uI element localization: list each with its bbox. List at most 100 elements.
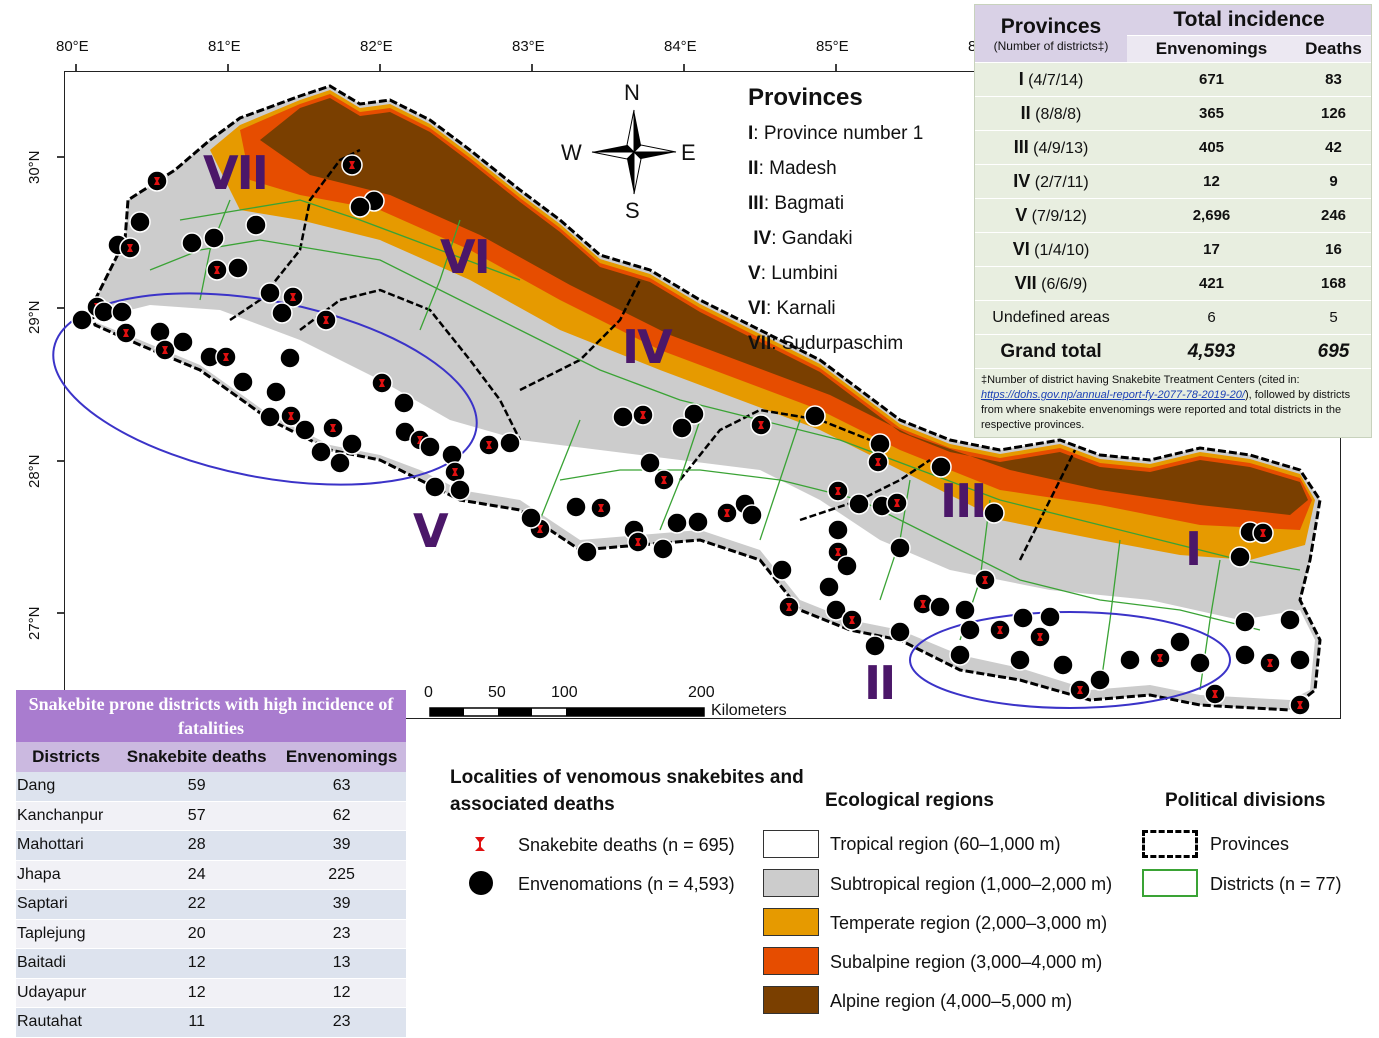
snakebite-death-mark — [1037, 633, 1043, 641]
table-row: Jhapa 24 225 — [16, 860, 406, 890]
table-row: Dang 59 63 — [16, 772, 406, 802]
table-row: Rautahat 11 23 — [16, 1007, 406, 1038]
ecological-legend-title: Ecological regions — [825, 790, 994, 811]
envenomation-dot — [419, 436, 441, 458]
compass-rose — [591, 109, 677, 195]
scale-unit: Kilometers — [711, 702, 787, 719]
scale-tick-0: 0 — [424, 684, 433, 701]
envenomation-dot — [259, 406, 281, 428]
provinces-legend: Provinces I: Province number 1 II: Mades… — [748, 84, 968, 361]
envenomation-dot — [954, 599, 976, 621]
map-label-v: V — [413, 504, 449, 558]
snakebite-death-mark — [1212, 690, 1218, 698]
pol-label-districts: Districts (n = 77) — [1210, 874, 1342, 894]
envenomation-dot — [836, 555, 858, 577]
envenomation-dot — [1289, 649, 1311, 671]
swatch-temperate — [763, 908, 819, 936]
snakebite-death-mark — [835, 487, 841, 495]
snakebite-death-mark — [661, 476, 667, 484]
snakebite-death-mark — [330, 424, 336, 432]
envenomation-dot — [652, 538, 674, 560]
table-footnote: ‡Number of district having Snakebite Tre… — [975, 369, 1371, 437]
province-legend-item: V: Lumbini — [748, 263, 838, 284]
table-row: Taplejung 20 23 — [16, 919, 406, 949]
envenomation-dot — [612, 406, 634, 428]
snakebite-death-mark — [598, 504, 604, 512]
map-label-iii: III — [940, 474, 987, 528]
snakebite-death-mark — [640, 411, 646, 419]
envenomation-dot — [329, 452, 351, 474]
table-row: II (8/8/8) 365 126 — [975, 96, 1371, 131]
political-legend-title: Political divisions — [1165, 790, 1326, 811]
map-label-i: I — [1185, 522, 1202, 576]
envenomation-dot — [929, 596, 951, 618]
envenomation-dot — [172, 331, 194, 353]
snakebite-death-mark — [127, 244, 133, 252]
table-row: Mahottari 28 39 — [16, 830, 406, 861]
envenomation-dot — [683, 403, 705, 425]
envenomation-marker — [469, 871, 493, 895]
col-snakebite-deaths: Snakebite deaths — [116, 742, 278, 772]
snakebite-death-mark — [875, 458, 881, 466]
snakebite-death-mark — [997, 626, 1003, 634]
snakebite-death-mark — [786, 603, 792, 611]
swatch-subalpine — [763, 947, 819, 975]
envenomation-dot — [1039, 606, 1061, 628]
envenomation-dot — [1169, 631, 1191, 653]
snakebite-death-mark — [1077, 686, 1083, 694]
province-boundaries — [229, 148, 1077, 561]
envenomation-dot — [181, 232, 203, 254]
col-provinces: Provinces (Number of districts‡) — [975, 5, 1127, 63]
map-label-iv: IV — [622, 320, 673, 374]
map-label-ii: II — [864, 656, 896, 710]
envenomation-points — [71, 154, 1311, 716]
lat-label-27: 27°N — [26, 606, 43, 640]
envenomation-dot — [271, 302, 293, 324]
table-row: III (4/9/13) 405 42 — [975, 130, 1371, 165]
snakebite-death-mark — [1157, 654, 1163, 662]
table-row: VI (1/4/10) 17 16 — [975, 232, 1371, 267]
province-legend-item: VII: Sudurpaschim — [748, 333, 904, 354]
deaths-legend-label: Snakebite deaths (n = 695) — [518, 835, 735, 855]
snakebite-death-mark — [214, 266, 220, 274]
scale-bar — [429, 707, 705, 717]
envenomation-dot — [279, 347, 301, 369]
lat-label-30: 30°N — [26, 150, 43, 184]
province-legend-item: IV: Gandaki — [753, 228, 853, 249]
snakebite-death-marker — [475, 837, 485, 851]
envenomation-dot — [93, 301, 115, 323]
table-row: Baitadi 12 13 — [16, 948, 406, 979]
envenomation-dot — [71, 309, 93, 331]
envenomation-dot — [576, 541, 598, 563]
snakebite-death-mark — [223, 353, 229, 361]
envenomation-dot — [1234, 611, 1256, 633]
snakebite-death-mark — [1260, 529, 1266, 537]
lat-label-28: 28°N — [26, 454, 43, 488]
swatch-alpine — [763, 986, 819, 1014]
table-row: VII (6/6/9) 421 168 — [975, 266, 1371, 301]
envenomation-dot — [687, 511, 709, 533]
province-legend-item: VI: Karnali — [748, 298, 836, 319]
envenomation-dot — [520, 507, 542, 529]
envenomation-dot — [265, 381, 287, 403]
envenomation-dot — [864, 635, 886, 657]
snakebite-death-mark — [849, 616, 855, 624]
localities-legend-title: Localities of venomous snakebites and as… — [450, 767, 804, 815]
snakebite-death-mark — [758, 421, 764, 429]
snakebite-death-mark — [920, 600, 926, 608]
lon-label-81: 81°E — [208, 38, 241, 55]
scale-tick-200: 200 — [688, 684, 715, 701]
map-label-vi: VI — [440, 230, 491, 284]
envenomation-dot — [741, 504, 763, 526]
envenomation-dot — [983, 502, 1005, 524]
envenomation-dot — [825, 599, 847, 621]
envenomation-dot — [1089, 669, 1111, 691]
compass-s: S — [625, 198, 640, 223]
envenomation-dot — [1234, 644, 1256, 666]
dohs-link[interactable]: https://dohs.gov.np/annual-report-fy-207… — [981, 389, 1245, 401]
lon-label-83: 83°E — [512, 38, 545, 55]
alpine-zone — [260, 98, 1308, 515]
col-total-incidence: Total incidence — [1127, 5, 1371, 36]
envenomation-dot — [499, 432, 521, 454]
